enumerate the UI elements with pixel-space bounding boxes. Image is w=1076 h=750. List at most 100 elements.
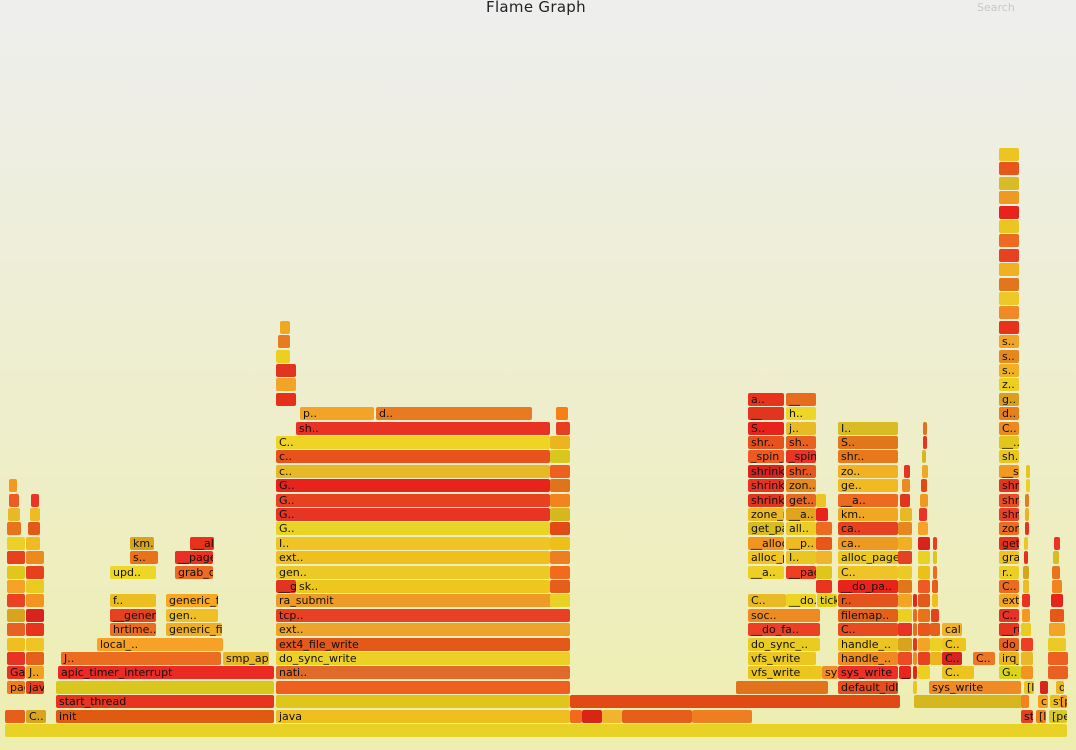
stack-frame[interactable] xyxy=(999,306,1019,320)
stack-frame[interactable]: f.. xyxy=(110,594,156,608)
stack-frame[interactable] xyxy=(816,508,828,521)
stack-frame[interactable] xyxy=(550,479,570,493)
stack-frame[interactable] xyxy=(7,551,25,565)
stack-frame[interactable]: s.. xyxy=(130,551,158,565)
stack-frame[interactable]: system_call xyxy=(1050,695,1060,709)
stack-frame[interactable] xyxy=(550,508,570,521)
stack-frame[interactable] xyxy=(550,464,570,478)
stack-frame[interactable]: __do.. xyxy=(786,594,816,608)
stack-frame[interactable] xyxy=(1023,580,1029,593)
stack-frame[interactable] xyxy=(999,220,1019,233)
stack-frame[interactable] xyxy=(1025,522,1029,536)
stack-frame[interactable] xyxy=(56,680,274,694)
stack-frame[interactable] xyxy=(913,637,917,651)
stack-frame[interactable] xyxy=(921,479,927,493)
stack-frame[interactable] xyxy=(5,709,25,723)
stack-frame[interactable] xyxy=(276,364,296,377)
stack-frame[interactable] xyxy=(280,320,290,334)
stack-frame[interactable] xyxy=(276,349,290,363)
stack-frame[interactable]: shr.. xyxy=(748,436,784,449)
stack-frame[interactable]: GangWo.. xyxy=(7,666,25,680)
stack-frame[interactable] xyxy=(278,335,290,349)
stack-frame[interactable] xyxy=(918,666,930,680)
stack-frame[interactable]: tcp.. xyxy=(276,608,570,622)
stack-frame[interactable] xyxy=(1052,580,1062,593)
stack-frame[interactable] xyxy=(1023,565,1029,579)
stack-frame[interactable] xyxy=(1021,652,1033,665)
stack-frame[interactable]: __ xyxy=(786,392,816,406)
stack-frame[interactable]: h.. xyxy=(786,407,816,421)
stack-frame[interactable] xyxy=(5,724,1067,737)
stack-frame[interactable] xyxy=(1026,464,1030,478)
stack-frame[interactable] xyxy=(1021,666,1033,680)
stack-frame[interactable] xyxy=(999,205,1019,219)
stack-frame[interactable]: __p.. xyxy=(786,536,816,550)
stack-frame[interactable] xyxy=(26,551,44,565)
stack-frame[interactable]: shrink_inactive_list xyxy=(748,464,784,478)
stack-frame[interactable] xyxy=(999,148,1019,161)
stack-frame[interactable] xyxy=(1024,551,1028,565)
stack-frame[interactable] xyxy=(1040,680,1048,694)
stack-frame[interactable] xyxy=(999,162,1019,176)
stack-frame[interactable] xyxy=(900,493,910,507)
stack-frame[interactable]: G.. xyxy=(276,479,550,493)
stack-frame[interactable]: __ xyxy=(748,407,784,421)
stack-frame[interactable] xyxy=(7,608,25,622)
stack-frame[interactable] xyxy=(898,536,912,550)
stack-frame[interactable] xyxy=(999,176,1019,190)
stack-frame[interactable]: [perf-4498.map] xyxy=(1060,695,1067,709)
stack-frame[interactable]: sys_write xyxy=(929,680,1021,694)
stack-frame[interactable] xyxy=(31,493,39,507)
stack-frame[interactable]: C.. xyxy=(26,709,46,723)
stack-frame[interactable] xyxy=(1021,695,1029,709)
stack-frame[interactable] xyxy=(913,652,917,665)
stack-frame[interactable] xyxy=(7,623,25,637)
stack-frame[interactable] xyxy=(1048,637,1066,651)
stack-frame[interactable] xyxy=(582,709,602,723)
stack-frame[interactable] xyxy=(550,436,570,449)
stack-frame[interactable] xyxy=(276,695,570,709)
stack-frame[interactable]: gen.. xyxy=(276,565,550,579)
stack-frame[interactable] xyxy=(913,594,917,608)
stack-frame[interactable] xyxy=(913,623,917,637)
stack-frame[interactable]: s.. xyxy=(999,364,1019,377)
stack-frame[interactable] xyxy=(898,637,912,651)
stack-frame[interactable] xyxy=(902,479,910,493)
stack-frame[interactable] xyxy=(1051,594,1063,608)
stack-frame[interactable] xyxy=(999,320,1019,334)
stack-frame[interactable] xyxy=(918,565,930,579)
stack-frame[interactable]: grab_cache_page_write_begin xyxy=(175,565,213,579)
stack-frame[interactable] xyxy=(26,652,44,665)
stack-frame[interactable]: default_idle xyxy=(838,680,898,694)
stack-frame[interactable]: km.. xyxy=(838,508,898,521)
stack-frame[interactable]: c.. xyxy=(276,464,550,478)
stack-frame[interactable]: c.. xyxy=(276,450,550,464)
stack-frame[interactable] xyxy=(1053,551,1059,565)
stack-frame[interactable]: r.. xyxy=(838,594,898,608)
stack-frame[interactable] xyxy=(9,493,19,507)
stack-frame[interactable]: C.. xyxy=(999,421,1019,435)
stack-frame[interactable]: s.. xyxy=(999,335,1019,349)
stack-frame[interactable]: C.. xyxy=(942,637,966,651)
stack-frame[interactable] xyxy=(1050,608,1064,622)
stack-frame[interactable]: __sp.. xyxy=(999,464,1019,478)
stack-frame[interactable]: sys_write xyxy=(838,666,898,680)
stack-frame[interactable]: C.. xyxy=(942,652,962,665)
stack-frame[interactable] xyxy=(602,709,622,723)
stack-frame[interactable]: upd.. xyxy=(110,565,156,579)
stack-frame[interactable] xyxy=(999,234,1019,248)
stack-frame[interactable]: j.. xyxy=(786,421,816,435)
stack-frame[interactable]: a.. xyxy=(748,392,784,406)
stack-frame[interactable]: d.. xyxy=(999,407,1019,421)
stack-frame[interactable] xyxy=(918,608,930,622)
stack-frame[interactable]: d.. xyxy=(376,407,532,421)
stack-frame[interactable]: G.. xyxy=(276,508,550,521)
stack-frame[interactable] xyxy=(26,565,44,579)
stack-frame[interactable] xyxy=(1026,479,1030,493)
stack-frame[interactable] xyxy=(922,464,928,478)
stack-frame[interactable] xyxy=(816,493,826,507)
stack-frame[interactable] xyxy=(26,594,44,608)
stack-frame[interactable] xyxy=(550,536,570,550)
stack-frame[interactable]: shrink_mem_cgroup_zone xyxy=(748,479,784,493)
stack-frame[interactable] xyxy=(816,565,832,579)
